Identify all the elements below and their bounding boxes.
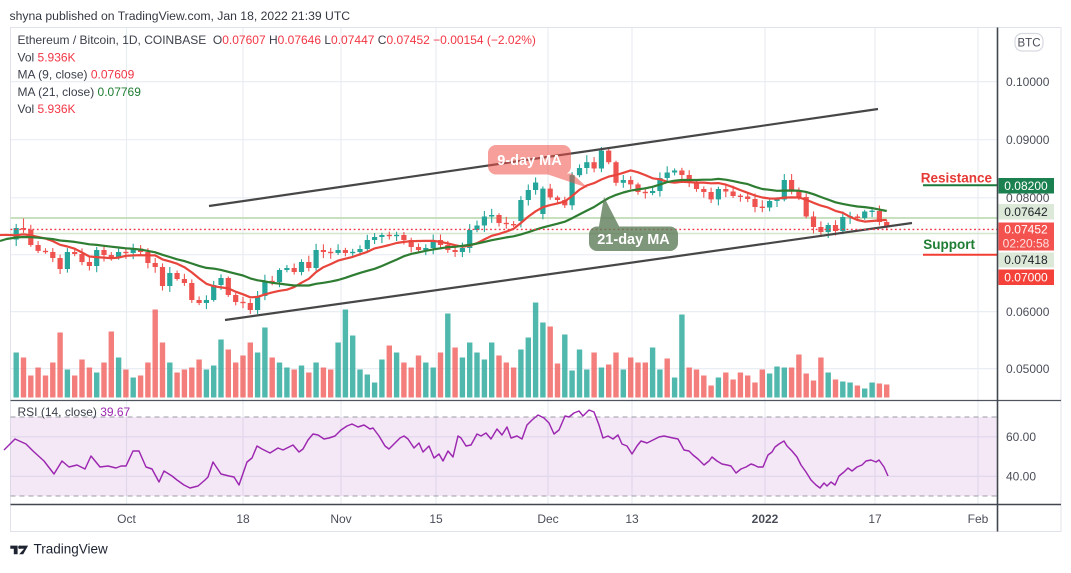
svg-text:17: 17 (868, 512, 882, 526)
svg-text:02:20:58: 02:20:58 (1003, 237, 1050, 251)
svg-text:Support: Support (923, 237, 975, 252)
svg-text:9-day MA: 9-day MA (497, 153, 562, 169)
svg-text:21-day MA: 21-day MA (597, 232, 670, 248)
svg-text:0.09000: 0.09000 (1006, 133, 1050, 147)
svg-text:18: 18 (236, 512, 250, 526)
svg-text:2022: 2022 (752, 512, 779, 526)
svg-text:shyna published on TradingView: shyna published on TradingView.com, Jan … (10, 9, 351, 23)
svg-text:BTC: BTC (1018, 38, 1041, 50)
svg-text:Feb: Feb (968, 512, 989, 526)
svg-text:0.08000: 0.08000 (1006, 191, 1050, 205)
svg-text:MA (21, close) 0.07769: MA (21, close) 0.07769 (18, 85, 142, 99)
svg-text:0.07642: 0.07642 (1004, 205, 1048, 219)
svg-text:0.07000: 0.07000 (1004, 270, 1048, 284)
svg-text:0.07418: 0.07418 (1004, 253, 1048, 267)
svg-text:13: 13 (625, 512, 639, 526)
svg-text:0.06000: 0.06000 (1006, 305, 1050, 319)
svg-text:60.00: 60.00 (1006, 430, 1036, 444)
svg-text:0.08200: 0.08200 (1004, 179, 1048, 193)
svg-text:0.05000: 0.05000 (1006, 362, 1050, 376)
svg-text:MA (9, close) 0.07609: MA (9, close) 0.07609 (18, 68, 135, 82)
svg-text:RSI (14, close) 39.67: RSI (14, close) 39.67 (18, 405, 131, 419)
svg-text:Nov: Nov (330, 512, 351, 526)
svg-text:Ethereum / Bitcoin, 1D, COINBA: Ethereum / Bitcoin, 1D, COINBASE O0.0760… (18, 33, 536, 47)
svg-text:Dec: Dec (537, 512, 558, 526)
svg-text:Vol 5.936K: Vol 5.936K (18, 102, 76, 116)
svg-text:Oct: Oct (117, 512, 136, 526)
svg-text:0.10000: 0.10000 (1006, 75, 1050, 89)
svg-text:40.00: 40.00 (1006, 470, 1036, 484)
svg-text:0.07452: 0.07452 (1004, 223, 1048, 237)
svg-text:15: 15 (429, 512, 443, 526)
svg-text:Resistance: Resistance (921, 171, 993, 186)
svg-text:TradingView: TradingView (34, 542, 109, 557)
svg-text:Vol 5.936K: Vol 5.936K (18, 50, 76, 64)
